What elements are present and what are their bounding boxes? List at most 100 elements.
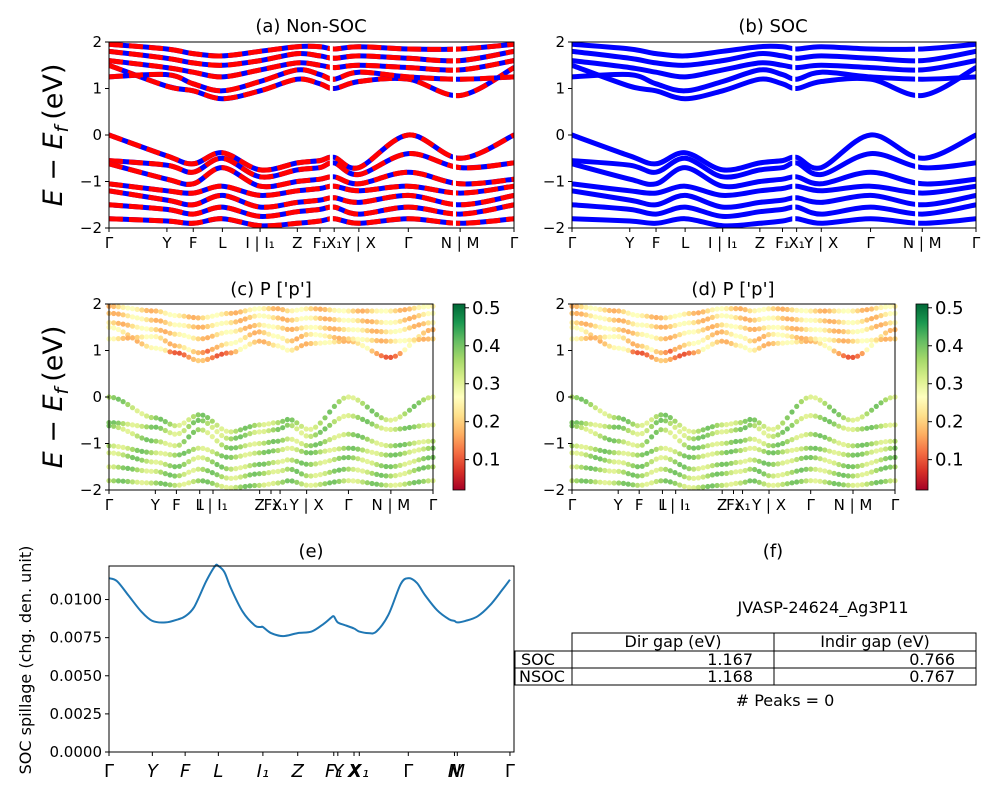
panel-c-point [158,309,164,315]
panel-c-point [162,338,168,344]
panel-d-point [808,317,814,323]
panel-d-point [878,466,884,472]
panel-c-point [233,445,239,451]
panel-c-point [148,424,154,430]
panel-d-point [831,348,837,354]
panel-c-point [308,482,314,488]
panel-c-point [111,443,117,449]
panel-d-point [742,335,748,341]
panel-c-point [289,317,295,323]
panel-d-point [784,426,790,432]
panel-c-point [270,469,276,475]
panel-d-point [634,473,641,479]
panel-c-point [294,316,300,323]
panel-c-point [331,468,337,474]
panel-d-point [873,458,879,464]
panel-c-point [129,454,136,461]
panel-c-point [158,327,164,333]
panel-c-point [261,322,267,328]
panel-c-point [383,354,389,360]
panel-c-point [345,454,352,461]
panel-c-point [341,478,347,484]
panel-d-point [592,314,599,320]
panel-c-point [195,315,201,321]
panel-d-point [705,452,711,458]
panel-d-point [620,469,627,475]
panel-d-point [649,448,655,454]
panel-d-point [794,419,800,425]
panel-d-point [766,461,772,467]
panel-c-point [298,306,305,312]
panel-c-point [256,422,262,428]
panel-d-point [733,438,739,445]
panel-c-point [270,333,276,339]
panel-c-point [289,417,295,423]
panel-c-point [266,323,272,329]
panel-d-point [803,445,809,451]
panel-d-point [737,306,744,312]
panel-c-point [303,306,309,312]
panel-d-point [864,326,870,332]
panel-d-point [658,455,664,461]
panel-c-point [322,426,328,432]
panel-d-point [733,315,739,321]
panel-d-point [719,429,725,435]
panel-d-point [733,448,739,454]
panel-c-xtick-label: Z [255,496,265,514]
panel-d-point [625,461,631,467]
panel-d-point [784,459,790,465]
panel-d-point [840,338,847,344]
panel-b-bands [572,42,976,228]
panel-d-point [766,324,772,330]
panel-d-point [719,322,725,328]
panel-d-point [873,467,879,474]
panel-c-xtick-label: Γ [429,496,438,514]
panel-d-point [855,353,861,359]
panel-d-point [808,431,814,437]
panel-d-point [798,416,805,422]
panel-d-point [840,425,847,431]
panel-d-point [784,306,790,313]
panel-d-point [677,353,683,359]
panel-c-point [374,319,380,325]
panel-c-point [416,304,422,311]
panel-c-point [374,450,380,456]
panel-b-ytick-label: −1 [543,173,565,191]
panel-c-point [378,451,384,457]
panel-d-point [752,326,758,332]
material-id: JVASP-24624_Ag3P11 [737,598,909,618]
panel-d-point [574,478,580,484]
panel-d-point [808,413,814,419]
panel-d-point [691,466,697,472]
panel-c-point [172,322,178,328]
panel-d-point [574,395,580,401]
panel-d-point [574,310,580,317]
panel-d-point [686,484,692,490]
panel-d-point [653,324,659,330]
panel-d-point [817,478,823,484]
panel-c-point [190,478,197,485]
panel-a-band-CB4-dn [109,48,514,68]
panel-d-point [747,347,753,353]
panel-d-point [855,319,861,325]
panel-c-point [256,306,262,312]
panel-c-point [158,318,164,324]
panel-d-point [822,336,828,343]
panel-d-point [775,332,781,338]
panel-d-point [667,348,673,354]
panel-d-point [667,430,673,436]
panel-c-point [200,412,206,418]
panel-c-point [406,460,413,466]
panel-d-point [639,422,645,428]
panel-d-point [625,319,631,325]
panel-c-point [313,324,319,330]
panel-c-point [148,345,154,351]
panel-d-point [770,340,776,347]
panel-c-point [223,320,229,326]
panel-a-band-VB2-dn [109,151,514,180]
panel-b-ytick-label: −2 [543,219,565,237]
panel-d-point [883,336,889,342]
panel-d-point [728,460,734,466]
panel-d-point [775,449,781,455]
panel-c-point [153,334,159,340]
